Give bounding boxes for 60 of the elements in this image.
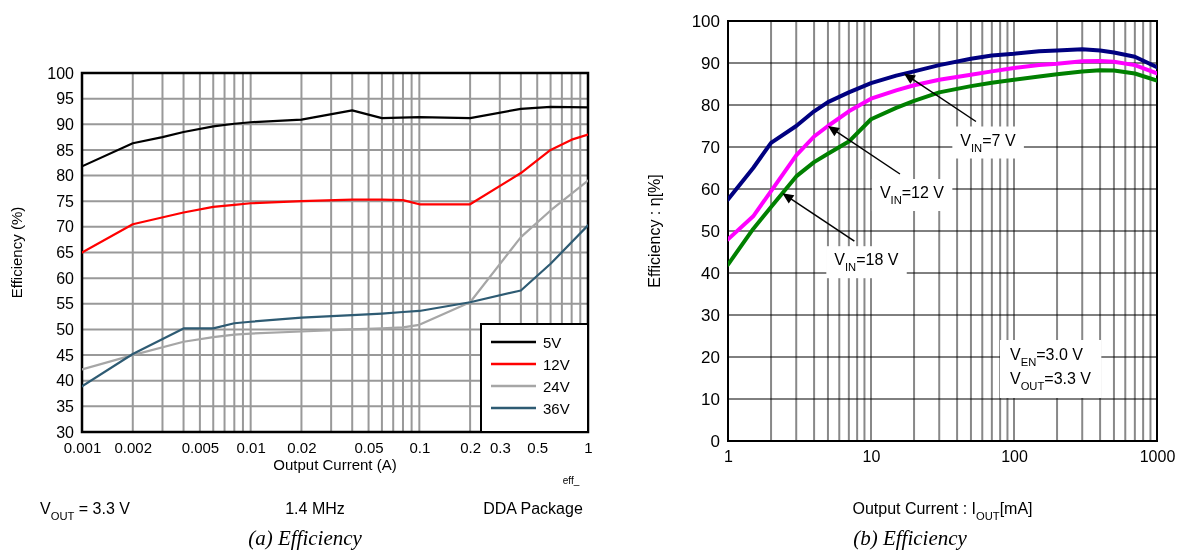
y-tick-label: 20 — [701, 347, 720, 367]
text: DDA Package — [483, 500, 583, 517]
x-tick-label: 0.1 — [409, 438, 431, 456]
y-tick-label: 10 — [701, 389, 720, 409]
y-tick-label: 65 — [56, 244, 75, 262]
y-tick-label: 70 — [56, 218, 75, 236]
x-tick-label: 0.01 — [236, 438, 266, 456]
y-tick-label: 55 — [56, 295, 75, 313]
text: (b) Efficiency — [853, 526, 968, 550]
y-tick-label: 30 — [56, 423, 75, 441]
x-tick-label: 1 — [584, 438, 593, 456]
annotation: V$_{IN}$=12 V — [879, 184, 945, 206]
x-tick-label: 1 — [724, 448, 734, 466]
annotation: V$_{EN}$=3.0 V — [1010, 346, 1084, 368]
y-tick-label: 40 — [701, 263, 720, 283]
y-tick-label: 45 — [56, 346, 75, 364]
legend-label: 36V — [543, 400, 570, 417]
text: (a) Efficiency — [248, 526, 363, 550]
x-tick-label: 0.002 — [114, 438, 153, 456]
y-tick-label: 60 — [56, 269, 75, 287]
legend-label: 12V — [543, 356, 570, 373]
y-tick-label: 90 — [56, 115, 75, 133]
y-tick-label: 100 — [691, 11, 720, 31]
y-tick-label: 30 — [701, 305, 720, 325]
annotation: V$_{OUT}$=3.3 V — [1010, 370, 1092, 392]
x-tick-label: 10 — [862, 448, 881, 466]
y-tick-label: 85 — [56, 141, 75, 159]
x-tick-label: 0.005 — [181, 438, 220, 456]
y-tick-label: 50 — [701, 221, 720, 241]
text: V$_{OUT}$ = 3.3 V — [40, 500, 131, 522]
x-tick-label: 0.2 — [460, 438, 482, 456]
y-tick-label: 40 — [56, 372, 75, 390]
y-axis-title: Efficiency (%) — [8, 206, 25, 299]
y-tick-label: 75 — [56, 192, 75, 210]
x-axis-title: Output Current (A) — [273, 456, 397, 473]
y-tick-label: 70 — [701, 137, 720, 157]
y-tick-label: 60 — [701, 179, 720, 199]
y-tick-label: 80 — [56, 167, 75, 185]
x-tick-label: 1000 — [1139, 448, 1176, 466]
y-tick-label: 50 — [56, 321, 75, 339]
x-tick-label: 0.001 — [63, 438, 102, 456]
annotation: V$_{IN}$=7 V — [960, 131, 1016, 154]
legend-label: 24V — [543, 378, 570, 395]
x-tick-label: 0.05 — [354, 438, 384, 456]
y-tick-label: 0 — [710, 431, 720, 451]
y-tick-label: 100 — [47, 64, 75, 82]
y-tick-label: 35 — [56, 397, 75, 415]
y-tick-label: 90 — [701, 53, 720, 73]
y-tick-label: 95 — [56, 90, 75, 108]
annotation: V$_{IN}$=18 V — [834, 251, 899, 274]
x-tick-label: 0.02 — [287, 438, 317, 456]
text: 1.4 MHz — [285, 500, 345, 517]
y-axis-title: Efficiency : η[%] — [646, 174, 663, 288]
x-tick-label: 100 — [1001, 448, 1028, 466]
x-tick-label: 0.3 — [489, 438, 511, 456]
y-tick-label: 80 — [701, 95, 720, 115]
x-axis-title: Output Current : I$_{OUT}$[mA] — [852, 500, 1033, 522]
legend-label: 5V — [543, 334, 562, 351]
x-tick-label: 0.5 — [527, 438, 549, 456]
text: eff_ — [562, 475, 580, 486]
